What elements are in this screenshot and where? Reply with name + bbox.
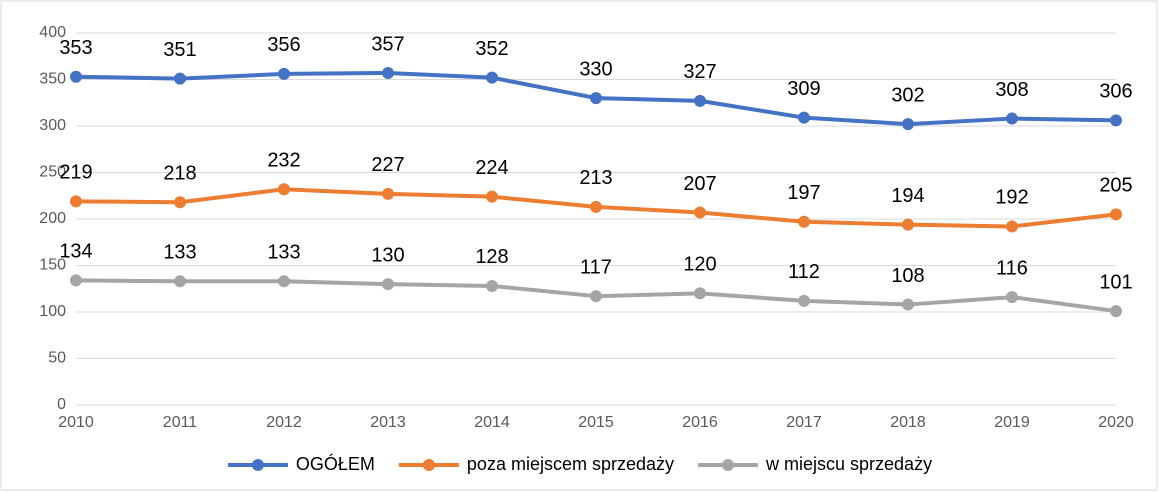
data-label: 101 bbox=[1099, 271, 1132, 293]
y-tick-label: 50 bbox=[48, 350, 66, 367]
point bbox=[278, 183, 290, 196]
data-label: 219 bbox=[59, 162, 92, 184]
point bbox=[1110, 208, 1122, 221]
data-label: 302 bbox=[891, 84, 924, 106]
x-tick-label: 2010 bbox=[58, 414, 94, 431]
data-label: 134 bbox=[59, 241, 92, 263]
point bbox=[694, 287, 706, 300]
point bbox=[382, 66, 394, 79]
data-label: 309 bbox=[787, 78, 820, 100]
point bbox=[70, 274, 82, 287]
data-label: 218 bbox=[163, 163, 196, 185]
legend-marker bbox=[251, 459, 264, 471]
point bbox=[70, 70, 82, 83]
data-label: 227 bbox=[371, 154, 404, 176]
point bbox=[902, 118, 914, 131]
data-label: 352 bbox=[475, 38, 508, 60]
point bbox=[70, 195, 82, 208]
data-label: 330 bbox=[579, 58, 612, 80]
legend-marker bbox=[422, 459, 435, 471]
point bbox=[278, 67, 290, 80]
data-label: 353 bbox=[59, 37, 92, 59]
point bbox=[694, 94, 706, 107]
y-tick-label: 100 bbox=[39, 303, 66, 320]
data-label: 224 bbox=[475, 157, 508, 179]
y-tick-label: 400 bbox=[39, 24, 66, 41]
x-tick-label: 2016 bbox=[682, 414, 718, 431]
point bbox=[590, 92, 602, 105]
data-label: 327 bbox=[683, 61, 716, 83]
y-tick-label: 250 bbox=[39, 164, 66, 181]
data-label: 213 bbox=[579, 167, 612, 189]
legend-marker bbox=[722, 459, 735, 471]
data-label: 128 bbox=[475, 246, 508, 268]
point bbox=[902, 218, 914, 231]
x-tick-label: 2013 bbox=[370, 414, 406, 431]
y-tick-label: 300 bbox=[39, 117, 66, 134]
x-tick-label: 2019 bbox=[994, 414, 1030, 431]
data-label: 351 bbox=[163, 39, 196, 61]
point bbox=[382, 278, 394, 291]
point bbox=[278, 275, 290, 288]
data-label: 232 bbox=[267, 150, 300, 172]
x-tick-label: 2014 bbox=[474, 414, 510, 431]
x-tick-label: 2017 bbox=[786, 414, 822, 431]
point bbox=[486, 279, 498, 292]
data-label: 357 bbox=[371, 33, 404, 55]
point bbox=[1006, 291, 1018, 304]
x-tick-label: 2015 bbox=[578, 414, 614, 431]
y-tick-label: 350 bbox=[39, 71, 66, 88]
data-label: 117 bbox=[580, 256, 612, 278]
legend-label: w miejscu sprzedaży bbox=[765, 454, 932, 474]
point bbox=[798, 111, 810, 124]
point bbox=[590, 200, 602, 213]
point bbox=[486, 190, 498, 203]
data-label: 205 bbox=[1099, 175, 1132, 197]
legend-label: OGÓŁEM bbox=[296, 453, 375, 474]
data-label: 192 bbox=[995, 187, 1028, 209]
data-label: 308 bbox=[995, 79, 1028, 101]
data-label: 207 bbox=[683, 173, 716, 195]
point bbox=[590, 290, 602, 303]
data-label: 194 bbox=[891, 185, 924, 207]
x-tick-label: 2012 bbox=[266, 414, 302, 431]
data-label: 133 bbox=[163, 242, 196, 264]
x-tick-label: 2020 bbox=[1098, 414, 1134, 431]
point bbox=[174, 196, 186, 209]
x-tick-label: 2011 bbox=[163, 414, 198, 431]
point bbox=[382, 187, 394, 200]
data-label: 197 bbox=[787, 182, 820, 204]
point bbox=[902, 298, 914, 311]
point bbox=[798, 215, 810, 228]
point bbox=[174, 275, 186, 288]
x-tick-label: 2018 bbox=[890, 414, 926, 431]
point bbox=[1110, 305, 1122, 318]
point bbox=[1110, 114, 1122, 127]
point bbox=[174, 72, 186, 85]
point bbox=[694, 206, 706, 219]
data-label: 112 bbox=[788, 261, 820, 283]
data-label: 108 bbox=[891, 265, 924, 287]
data-label: 116 bbox=[996, 257, 1028, 279]
data-label: 133 bbox=[267, 242, 300, 264]
data-label: 120 bbox=[683, 254, 716, 276]
data-label: 130 bbox=[371, 244, 404, 266]
y-tick-label: 200 bbox=[39, 210, 66, 227]
data-label: 306 bbox=[1099, 81, 1132, 103]
point bbox=[1006, 112, 1018, 125]
point bbox=[1006, 220, 1018, 233]
data-label: 356 bbox=[267, 34, 300, 56]
point bbox=[798, 294, 810, 307]
legend-label: poza miejscem sprzedaży bbox=[467, 454, 674, 474]
point bbox=[486, 71, 498, 84]
y-tick-label: 150 bbox=[39, 257, 66, 274]
y-tick-label: 0 bbox=[57, 396, 66, 413]
